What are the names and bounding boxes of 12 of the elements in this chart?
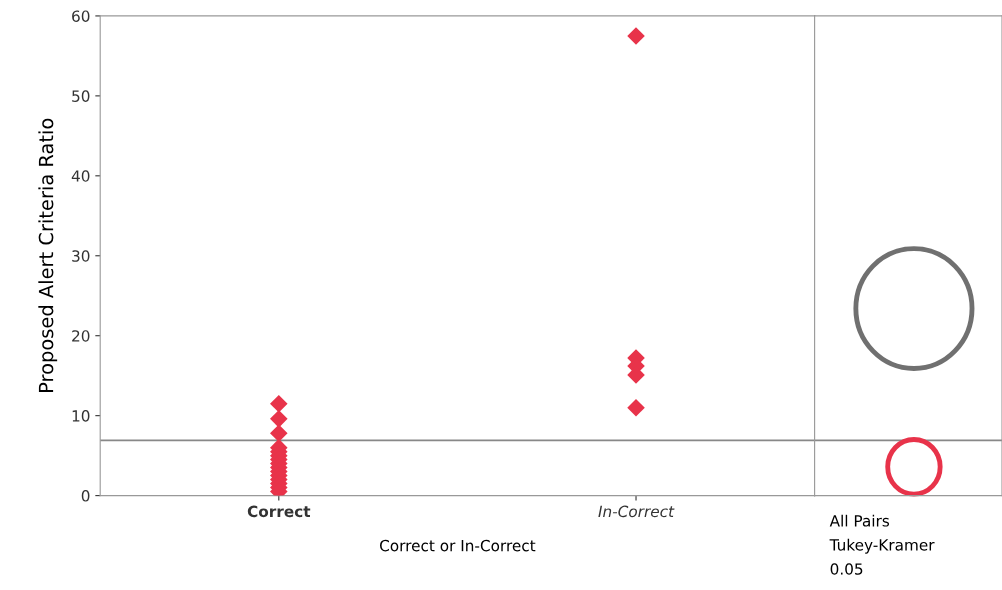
text: All Pairs Tukey-Kramer 0.05 (829, 514, 935, 575)
y-tick-label: 0 (81, 490, 90, 502)
x-tick-label: Correct (247, 505, 311, 518)
x-tick-label: In-Correct (598, 505, 675, 518)
y-tick-label: 30 (72, 250, 90, 262)
y-tick-label: 10 (72, 410, 90, 422)
y-axis-title: Proposed Alert Criteria Ratio (38, 118, 58, 392)
y-tick-label: 60 (72, 10, 90, 22)
y-tick-label: 50 (72, 90, 90, 102)
y-tick-label: 20 (72, 330, 90, 342)
x-axis-title: Correct or In-Correct (379, 539, 536, 552)
y-tick-label: 40 (71, 170, 90, 182)
